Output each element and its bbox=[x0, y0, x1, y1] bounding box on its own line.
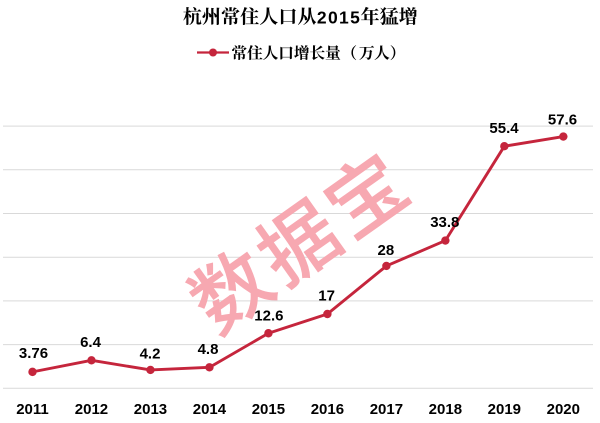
svg-text:2015: 2015 bbox=[252, 401, 285, 418]
svg-text:2013: 2013 bbox=[134, 401, 167, 418]
svg-text:28: 28 bbox=[378, 242, 395, 259]
svg-text:17: 17 bbox=[318, 287, 335, 304]
svg-text:2020: 2020 bbox=[547, 401, 580, 418]
svg-text:6.4: 6.4 bbox=[80, 334, 102, 351]
svg-text:4.8: 4.8 bbox=[198, 341, 219, 358]
svg-text:2018: 2018 bbox=[429, 401, 462, 418]
svg-text:2017: 2017 bbox=[370, 401, 403, 418]
svg-text:2014: 2014 bbox=[193, 401, 227, 418]
svg-text:12.6: 12.6 bbox=[254, 308, 283, 325]
svg-text:4.2: 4.2 bbox=[140, 345, 161, 362]
svg-text:2012: 2012 bbox=[75, 401, 108, 418]
svg-text:2016: 2016 bbox=[311, 401, 344, 418]
svg-text:57.6: 57.6 bbox=[548, 111, 577, 128]
svg-text:3.76: 3.76 bbox=[19, 345, 48, 362]
svg-text:33.8: 33.8 bbox=[430, 214, 459, 231]
svg-text:2015: 2015 bbox=[317, 7, 361, 27]
svg-text:2019: 2019 bbox=[488, 401, 521, 418]
svg-text:2011: 2011 bbox=[16, 401, 49, 418]
svg-text:55.4: 55.4 bbox=[489, 120, 519, 137]
